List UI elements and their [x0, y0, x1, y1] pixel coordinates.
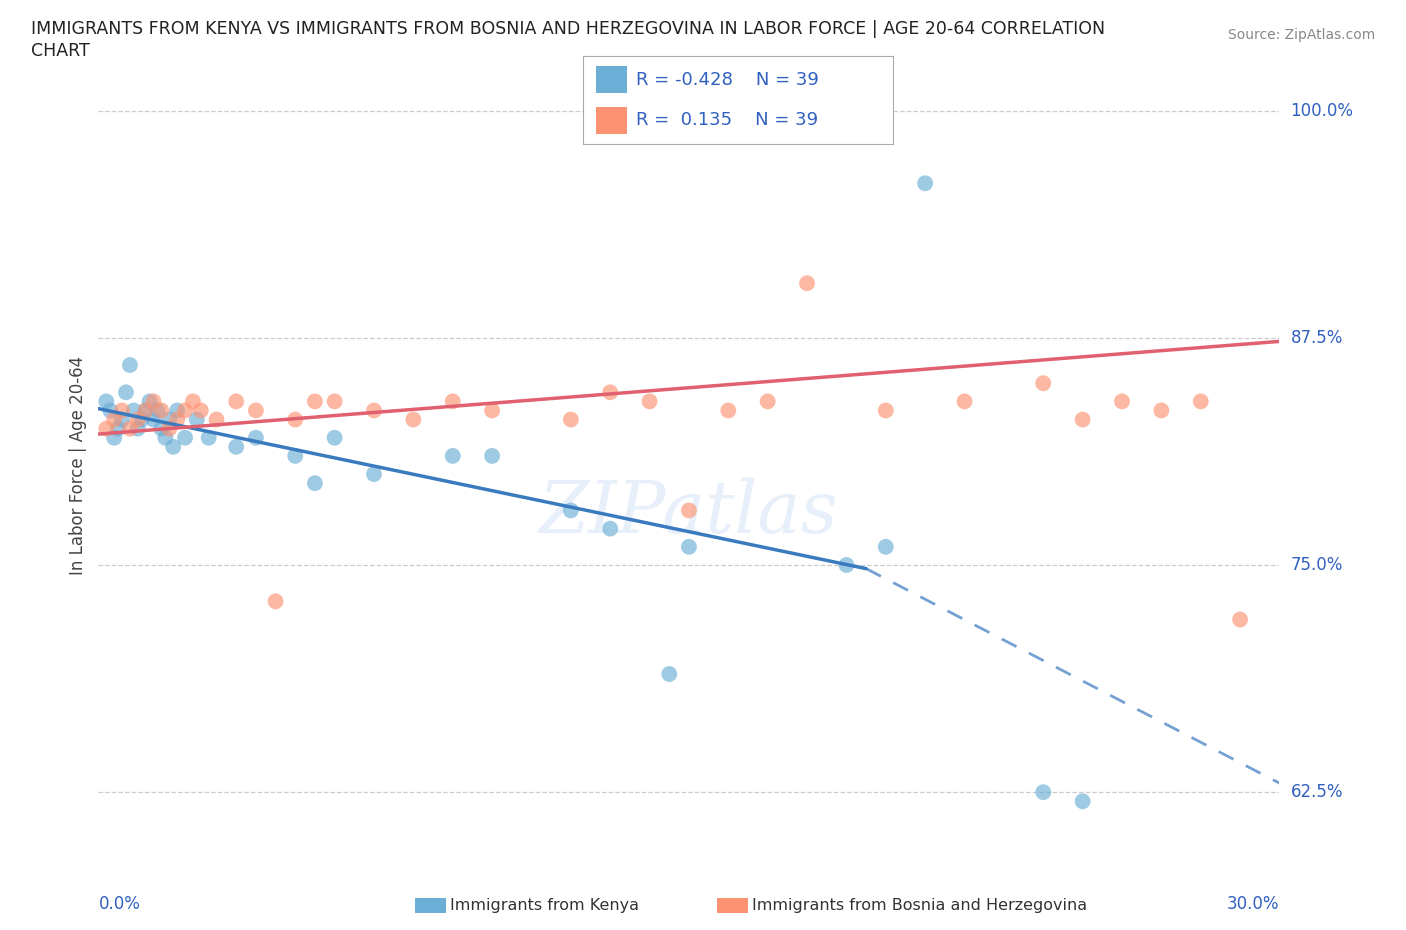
- Point: [103, 431, 125, 445]
- Point: [225, 394, 247, 409]
- Point: [323, 394, 346, 409]
- Text: IMMIGRANTS FROM KENYA VS IMMIGRANTS FROM BOSNIA AND HERZEGOVINA IN LABOR FORCE |: IMMIGRANTS FROM KENYA VS IMMIGRANTS FROM…: [31, 20, 1105, 38]
- Point: [190, 403, 212, 418]
- Point: [363, 403, 385, 418]
- Point: [157, 421, 180, 436]
- Text: 0.0%: 0.0%: [98, 896, 141, 913]
- Point: [402, 412, 425, 427]
- Point: [225, 439, 247, 454]
- Point: [157, 412, 180, 427]
- Point: [835, 557, 858, 572]
- Point: [142, 394, 165, 409]
- Point: [166, 412, 188, 427]
- Point: [138, 394, 160, 409]
- Point: [756, 394, 779, 409]
- Text: R =  0.135    N = 39: R = 0.135 N = 39: [636, 112, 818, 129]
- Point: [264, 594, 287, 609]
- Point: [1150, 403, 1173, 418]
- Point: [717, 403, 740, 418]
- Text: Immigrants from Bosnia and Herzegovina: Immigrants from Bosnia and Herzegovina: [752, 898, 1087, 913]
- Point: [127, 412, 149, 427]
- Point: [111, 412, 134, 427]
- Point: [304, 394, 326, 409]
- Point: [135, 403, 157, 418]
- Point: [678, 503, 700, 518]
- Point: [1111, 394, 1133, 409]
- Bar: [596, 66, 627, 93]
- Point: [245, 403, 267, 418]
- Point: [174, 431, 197, 445]
- Text: 30.0%: 30.0%: [1227, 896, 1279, 913]
- Point: [205, 412, 228, 427]
- Point: [1071, 412, 1094, 427]
- Point: [1071, 794, 1094, 809]
- Text: ZIPatlas: ZIPatlas: [538, 478, 839, 549]
- Text: 62.5%: 62.5%: [1291, 783, 1343, 801]
- Point: [150, 421, 173, 436]
- Y-axis label: In Labor Force | Age 20-64: In Labor Force | Age 20-64: [69, 355, 87, 575]
- Point: [638, 394, 661, 409]
- Point: [186, 412, 208, 427]
- Point: [1032, 785, 1054, 800]
- Point: [107, 421, 129, 436]
- Point: [875, 403, 897, 418]
- Point: [166, 403, 188, 418]
- Point: [796, 276, 818, 291]
- Point: [678, 539, 700, 554]
- Point: [197, 431, 219, 445]
- Point: [1032, 376, 1054, 391]
- Text: Source: ZipAtlas.com: Source: ZipAtlas.com: [1227, 28, 1375, 42]
- Point: [323, 431, 346, 445]
- Point: [127, 421, 149, 436]
- Point: [98, 403, 121, 418]
- Point: [953, 394, 976, 409]
- Point: [115, 385, 138, 400]
- Point: [481, 448, 503, 463]
- Point: [284, 412, 307, 427]
- Point: [658, 667, 681, 682]
- Point: [135, 403, 157, 418]
- Point: [363, 467, 385, 482]
- Point: [122, 403, 145, 418]
- Point: [481, 403, 503, 418]
- Text: R = -0.428    N = 39: R = -0.428 N = 39: [636, 71, 818, 88]
- Point: [875, 539, 897, 554]
- Point: [1229, 612, 1251, 627]
- Point: [914, 176, 936, 191]
- Point: [304, 476, 326, 491]
- Point: [181, 394, 204, 409]
- Text: 87.5%: 87.5%: [1291, 329, 1343, 347]
- Point: [111, 403, 134, 418]
- Point: [1189, 394, 1212, 409]
- Point: [284, 448, 307, 463]
- Point: [96, 421, 118, 436]
- Text: 75.0%: 75.0%: [1291, 556, 1343, 574]
- Point: [441, 394, 464, 409]
- Point: [142, 412, 165, 427]
- Point: [131, 412, 153, 427]
- Point: [441, 448, 464, 463]
- Point: [162, 439, 184, 454]
- Text: 100.0%: 100.0%: [1291, 101, 1354, 120]
- Point: [118, 357, 141, 372]
- Point: [245, 431, 267, 445]
- Point: [560, 412, 582, 427]
- Point: [150, 403, 173, 418]
- Point: [599, 521, 621, 536]
- Text: Immigrants from Kenya: Immigrants from Kenya: [450, 898, 638, 913]
- Point: [174, 403, 197, 418]
- Point: [599, 385, 621, 400]
- Point: [118, 421, 141, 436]
- Point: [155, 431, 177, 445]
- Bar: [596, 107, 627, 134]
- Point: [146, 403, 169, 418]
- Point: [96, 394, 118, 409]
- Point: [560, 503, 582, 518]
- Point: [103, 412, 125, 427]
- Text: CHART: CHART: [31, 42, 90, 60]
